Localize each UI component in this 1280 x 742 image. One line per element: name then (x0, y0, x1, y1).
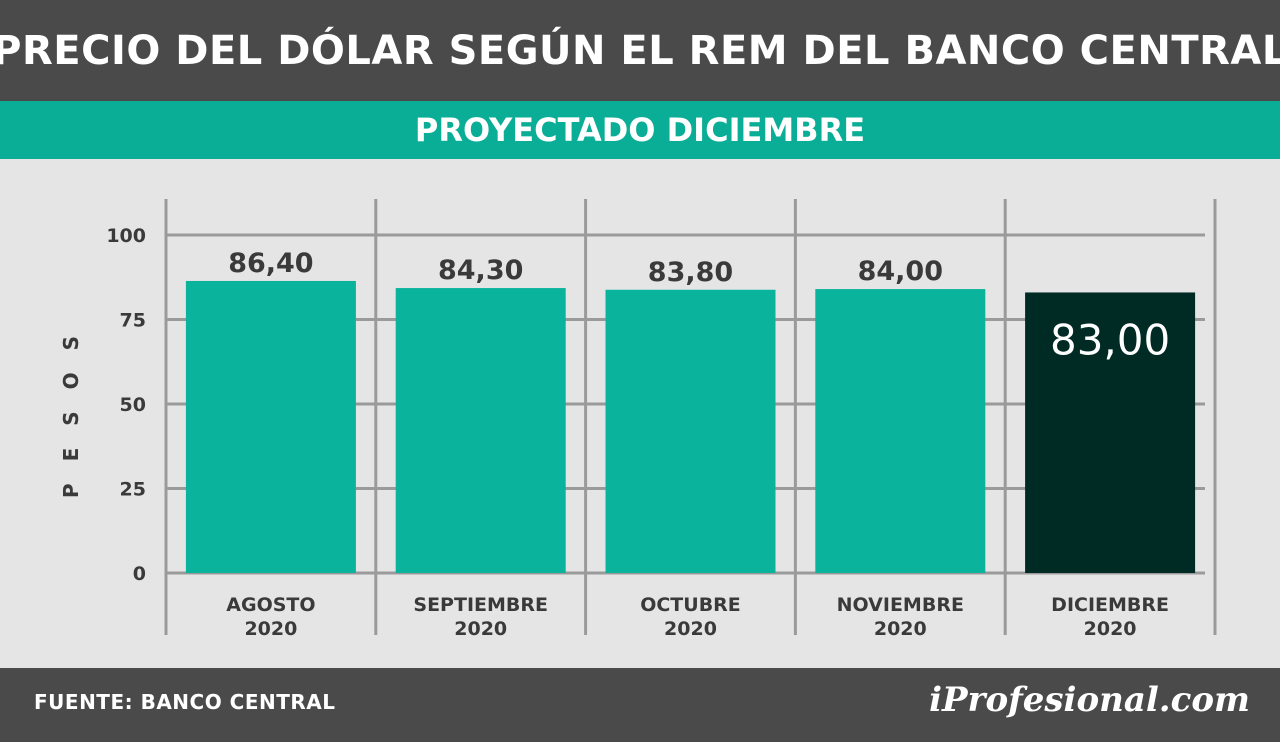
y-tick-label: 50 (120, 394, 146, 416)
x-tick-label: OCTUBRE (640, 594, 741, 616)
y-tick-label: 0 (133, 563, 146, 585)
bar (605, 289, 776, 573)
chart-title: PRECIO DEL DÓLAR SEGÚN EL REM DEL BANCO … (0, 27, 1280, 74)
chart-subtitle: PROYECTADO DICIEMBRE (414, 111, 866, 149)
subheader-bar: PROYECTADO DICIEMBRE (0, 101, 1280, 159)
bar (395, 288, 566, 573)
x-tick-label: 2020 (454, 618, 507, 640)
bar (185, 280, 356, 573)
x-tick-label: 2020 (664, 618, 717, 640)
brand-logo: iProfesional.com (929, 680, 1250, 720)
y-axis-label: PESOS (59, 314, 83, 498)
x-tick-label: 2020 (1084, 618, 1137, 640)
y-tick-label: 100 (106, 225, 146, 247)
y-tick-label: 25 (120, 479, 146, 501)
header-bar: PRECIO DEL DÓLAR SEGÚN EL REM DEL BANCO … (0, 0, 1280, 101)
bar-value-label: 86,40 (228, 248, 313, 279)
bar-value-label: 83,00 (1050, 315, 1170, 364)
x-tick-label: DICIEMBRE (1051, 594, 1169, 616)
bar-chart: 0 25 50 75 100 PESOS 86,40 AGOSTO 2020 84,30 SEPTI… (0, 159, 1280, 668)
x-tick-label: 2020 (244, 618, 297, 640)
bar-value-label: 83,80 (648, 257, 733, 288)
bar-value-label: 84,00 (858, 256, 943, 287)
source-label: FUENTE: BANCO CENTRAL (34, 690, 336, 714)
footer-bar: FUENTE: BANCO CENTRAL iProfesional.com (0, 668, 1280, 742)
x-tick-label: 2020 (874, 618, 927, 640)
x-tick-label: AGOSTO (226, 594, 315, 616)
x-tick-label: SEPTIEMBRE (413, 594, 548, 616)
y-tick-label: 75 (120, 310, 146, 332)
bar (815, 289, 986, 573)
x-tick-label: NOVIEMBRE (837, 594, 964, 616)
chart-svg: 0255075100PESOS86,40AGOSTO202084,30SEPTI… (59, 199, 1217, 640)
bar (1025, 292, 1196, 573)
bar-value-label: 84,30 (438, 255, 523, 286)
